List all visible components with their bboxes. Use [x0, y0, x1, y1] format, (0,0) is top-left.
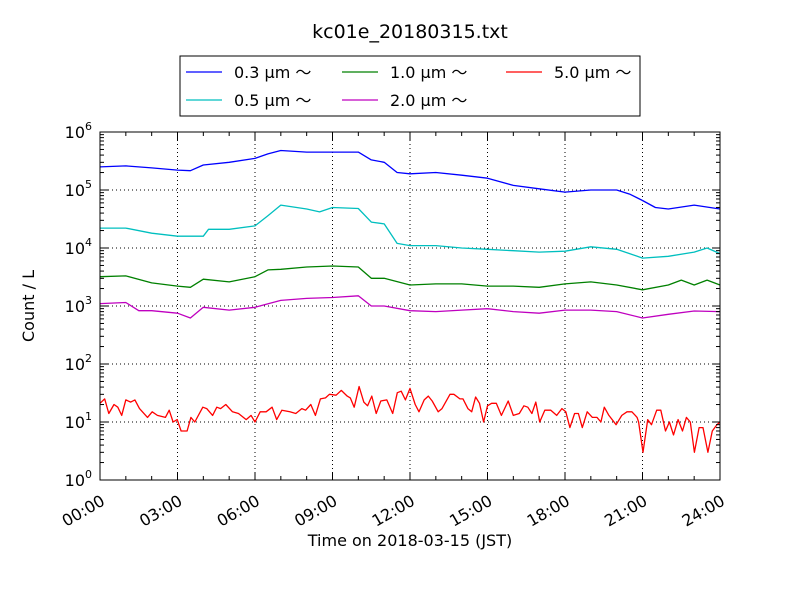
y-tick-labels: 100 101 102 103 104 105 106 [65, 120, 92, 490]
y-tick-label: 104 [65, 236, 92, 258]
y-tick-label: 106 [65, 120, 92, 142]
legend-box [179, 55, 641, 117]
y-tick-label: 100 [65, 468, 92, 490]
grid [100, 132, 720, 480]
legend-label: 2.0 μm ～ [390, 91, 467, 110]
x-tick-labels: 00:00 03:00 06:00 09:00 12:00 15:00 18:00 21:00… [59, 491, 728, 531]
x-tick-label: 09:00 [291, 491, 340, 531]
x-tick-label: 06:00 [214, 491, 263, 531]
axis-ticks [99, 131, 721, 481]
x-tick-label: 24:00 [679, 491, 728, 531]
y-tick-label: 102 [65, 352, 92, 374]
x-axis-label: Time on 2018-03-15 (JST) [307, 531, 512, 550]
legend-label: 1.0 μm ～ [390, 63, 467, 82]
series-line [100, 204, 721, 259]
x-tick-label: 12:00 [369, 491, 418, 531]
legend: 0.3 μm ～ 0.5 μm ～ 1.0 μm ～ 2.0 μm ～ 5.0 μm ～ [179, 55, 641, 117]
y-axis-label: Count / L [19, 270, 38, 342]
series-line [99, 149, 721, 210]
x-tick-label: 15:00 [446, 491, 495, 531]
y-tick-label: 101 [65, 410, 92, 432]
legend-label: 5.0 μm ～ [554, 63, 631, 82]
series-line [99, 265, 721, 291]
x-tick-label: 03:00 [136, 491, 185, 531]
y-tick-label: 105 [65, 178, 92, 200]
series-line [99, 385, 721, 453]
x-tick-label: 18:00 [524, 491, 573, 531]
series-lines [99, 149, 721, 453]
x-tick-label: 00:00 [59, 491, 108, 531]
x-tick-label: 21:00 [601, 491, 650, 531]
series-line [99, 295, 721, 319]
legend-label: 0.5 μm ～ [234, 91, 311, 110]
chart-title: kc01e_20180315.txt [312, 21, 508, 43]
y-tick-label: 103 [65, 294, 92, 316]
legend-label: 0.3 μm ～ [234, 63, 311, 82]
